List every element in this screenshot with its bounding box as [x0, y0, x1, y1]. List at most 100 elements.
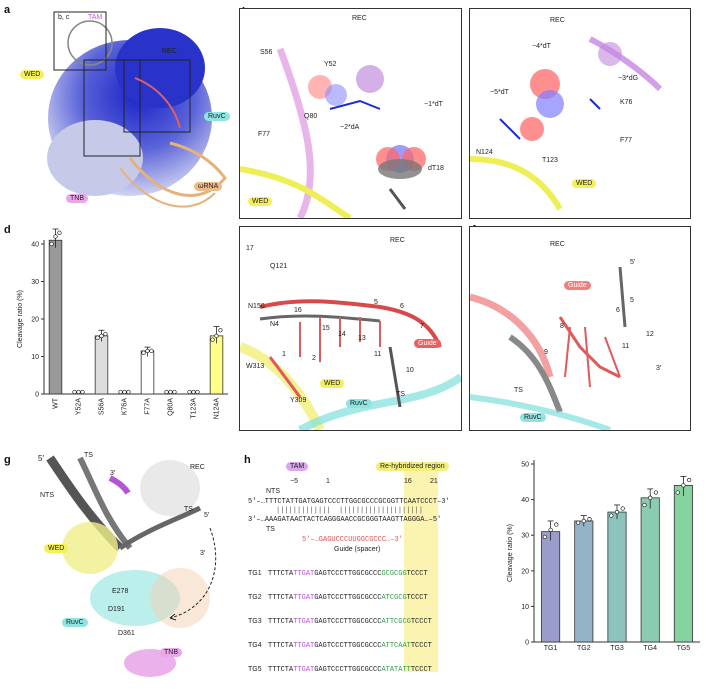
panel-g-ruvc-label: RuvC [62, 618, 88, 627]
y-tick-label: 0 [35, 392, 39, 399]
panel-b-dt18-label: dT18 [428, 165, 444, 172]
panel-f-p3-label: 3′ [656, 365, 662, 372]
tg-seq-pre: TTTCTA [268, 570, 294, 578]
tg-seq-post: TCCCT [406, 594, 428, 602]
panel-c-f77-label: F77 [620, 137, 633, 144]
panel-e-n6-label: 6 [400, 303, 404, 310]
bar [574, 520, 594, 643]
tam-pill: TAM [286, 462, 309, 471]
y-tick-label: 30 [521, 533, 529, 540]
panel-f-ruvc-label: RuvC [520, 413, 546, 422]
num-21: 21 [430, 478, 438, 485]
tg-row-id: TG3 [248, 618, 262, 625]
panel-f-n5-label: 5 [630, 297, 634, 304]
panel-d-chart: 0 10 20 30 40 Cleavage ratio (%) WT Y52A S56A K76… [17, 228, 228, 419]
tg-seq-hyb: ATCGCG [381, 594, 407, 602]
panel-e-n11-label: 11 [374, 351, 382, 358]
panel-g-d361-label: D361 [118, 630, 135, 637]
panel-b-wed-label: WED [248, 197, 273, 206]
nts-label: NTS [266, 488, 280, 495]
y-axis-label: Cleavage ratio (%) [17, 290, 24, 348]
data-point [210, 337, 215, 342]
y-tick-label: 30 [31, 279, 39, 286]
tg-row-sequence: TTTCTATTGATGAGTCCCTTGGCGCCCATATATTTCCCT [268, 666, 432, 674]
panel-g-ts2-label: TS [184, 506, 193, 513]
tg-seq-tam: TTGAT [293, 666, 315, 674]
panel-b-y52-label: Y52 [324, 61, 337, 68]
ts-sequence: 3′–…AAAGATAACTACTCAGGGAACCGCGGGTAAGTTAGG… [248, 516, 442, 524]
panel-g-p5-label: 5′ [38, 454, 44, 463]
bar [94, 335, 109, 395]
data-point [648, 495, 653, 500]
tg-seq-mid: GAGTCCCTTGGCGCCC [314, 618, 382, 626]
panel-f: REC Guide 5′ 5 6 8 12 9 11 3′ TS RuvC [469, 226, 691, 431]
panel-h-chart-wrap: 0 10 20 30 40 50 Cleavage ratio (%) TG1 TG2 TG3 TG… [494, 450, 708, 684]
data-point [681, 483, 686, 488]
x-tick-label: TG1 [544, 645, 558, 652]
panel-e-wed-label: WED [320, 379, 345, 388]
data-point [126, 389, 131, 395]
tg-row-id: TG4 [248, 642, 262, 649]
data-point [218, 328, 223, 333]
panel-c-t123-label: T123 [542, 157, 558, 164]
data-point [72, 389, 77, 395]
y-tick-label: 40 [31, 242, 39, 249]
x-tick-label: K76A [122, 398, 129, 415]
data-point [57, 230, 62, 235]
panel-c-k76-label: K76 [620, 99, 633, 106]
panel-g-p5b-label: 5′ [204, 512, 210, 519]
x-tick-label: TG3 [610, 645, 624, 652]
guide-caption: Guide (spacer) [334, 546, 381, 553]
y-tick-label: 0 [525, 640, 529, 647]
panel-b-rec-label: REC [352, 15, 367, 22]
y-axis-label: Cleavage ratio (%) [507, 524, 514, 582]
tg-row-id: TG5 [248, 666, 262, 673]
panel-h-chart: 0 10 20 30 40 50 Cleavage ratio (%) TG1 TG2 TG3 TG… [507, 460, 700, 652]
y-tick-label: 10 [31, 354, 39, 361]
x-tick-label: F77A [145, 398, 152, 415]
bar [48, 239, 63, 395]
data-point [141, 350, 146, 355]
bar [673, 484, 693, 643]
panel-b-m2da-label: −2*dA [340, 124, 360, 131]
panel-f-n6-label: 6 [616, 307, 620, 314]
data-point [686, 477, 692, 483]
tg-seq-hyb: GCGCGG [381, 570, 407, 578]
panel-a-wed-label: WED [20, 70, 45, 79]
data-point [214, 333, 219, 339]
nts-sequence: 5′–…TTTCTATTGATGAGTCCCTTGGCGCCCGCGGTTCAA… [248, 498, 450, 506]
panel-e-n156-label: N156 [248, 303, 265, 310]
x-tick-label: Q80A [168, 398, 175, 416]
tg-seq-mid: GAGTCCCTTGGCGCCC [314, 666, 382, 674]
panel-g-wed-label: WED [44, 544, 69, 553]
data-point [542, 534, 548, 540]
panel-e-guide-label: Guide [414, 339, 441, 348]
panel-c-wed-label: WED [572, 179, 597, 188]
tg-seq-pre: TTTCTA [268, 618, 294, 626]
panel-b-structure [240, 47, 426, 218]
panel-b-s56-label: S56 [260, 49, 273, 56]
data-point [76, 389, 81, 395]
panel-a-tnb-label: TNB [66, 194, 88, 203]
tg-seq-hyb: ATTCGCG [381, 618, 411, 626]
data-point [49, 241, 54, 247]
data-point [609, 513, 614, 518]
bar [209, 335, 224, 395]
data-point [172, 389, 177, 395]
x-tick-label: TG2 [577, 645, 591, 652]
panel-g-d191-label: D191 [108, 606, 125, 613]
panel-g-p3-label: 3′ [110, 470, 116, 477]
panel-c-m4dt-label: −4*dT [532, 43, 551, 50]
tg-seq-hyb: ATATATT [381, 666, 411, 674]
data-point [554, 522, 559, 527]
panel-a-rec-label: REC [162, 48, 177, 55]
panel-c-rec-label: REC [550, 17, 565, 24]
y-tick-label: 10 [521, 604, 529, 611]
panel-f-n8-label: 8 [560, 323, 564, 330]
tg-row-id: TG2 [248, 594, 262, 601]
panel-f-structure [470, 266, 627, 430]
panel-e-n5-label: 5 [374, 299, 378, 306]
data-point [191, 389, 196, 395]
panel-a-ruvc-label: RuvC [204, 112, 230, 121]
panel-h-letter: h [244, 454, 251, 466]
